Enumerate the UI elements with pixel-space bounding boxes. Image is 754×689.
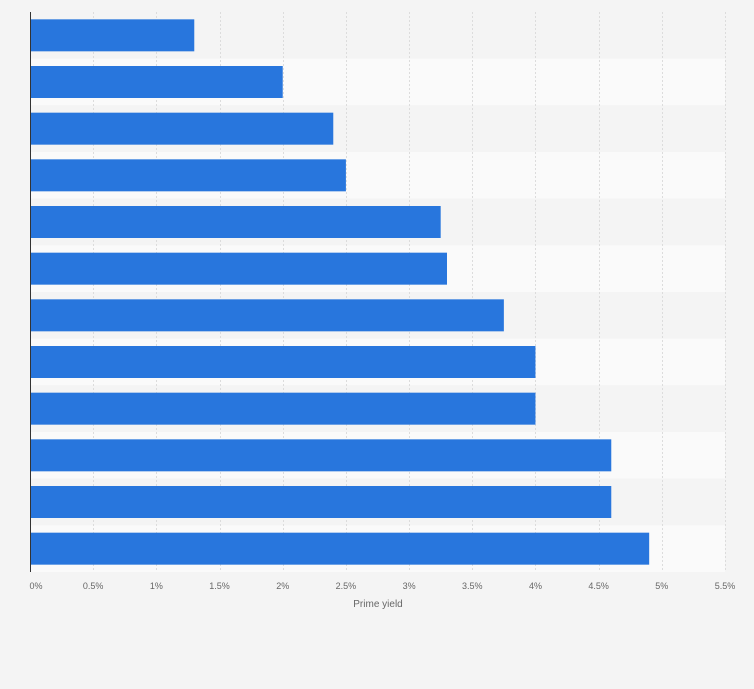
- bar: [30, 486, 612, 518]
- x-tick-label: 4.5%: [588, 581, 609, 591]
- x-tick-label: 0.5%: [83, 581, 104, 591]
- x-tick-label: 5%: [655, 581, 668, 591]
- bar: [30, 439, 612, 472]
- x-tick-label: 2.5%: [336, 581, 357, 591]
- x-tick-label: 3%: [403, 581, 416, 591]
- x-tick-label: 0%: [29, 581, 42, 591]
- x-tick-label: 2%: [276, 581, 289, 591]
- x-tick-label: 3.5%: [462, 581, 483, 591]
- bar: [30, 252, 447, 285]
- x-axis-ticks: 0% 0.5% 1% 1.5% 2% 2.5% 3% 3.5% 4% 4.5% 5% 5.5%: [29, 581, 735, 591]
- bar: [30, 159, 346, 192]
- bar: [30, 346, 536, 378]
- bar: [30, 532, 650, 565]
- bar: [30, 206, 441, 238]
- bar: [30, 112, 334, 145]
- x-tick-label: 1.5%: [209, 581, 230, 591]
- bar: [30, 299, 504, 332]
- bar: [30, 392, 536, 425]
- x-tick-label: 4%: [529, 581, 542, 591]
- gridlines: [93, 12, 726, 572]
- bar: [30, 19, 195, 52]
- x-tick-label: 1%: [150, 581, 163, 591]
- bars: [30, 19, 650, 565]
- x-axis-title: Prime yield: [353, 599, 402, 610]
- x-tick-label: 5.5%: [715, 581, 736, 591]
- bar: [30, 66, 283, 98]
